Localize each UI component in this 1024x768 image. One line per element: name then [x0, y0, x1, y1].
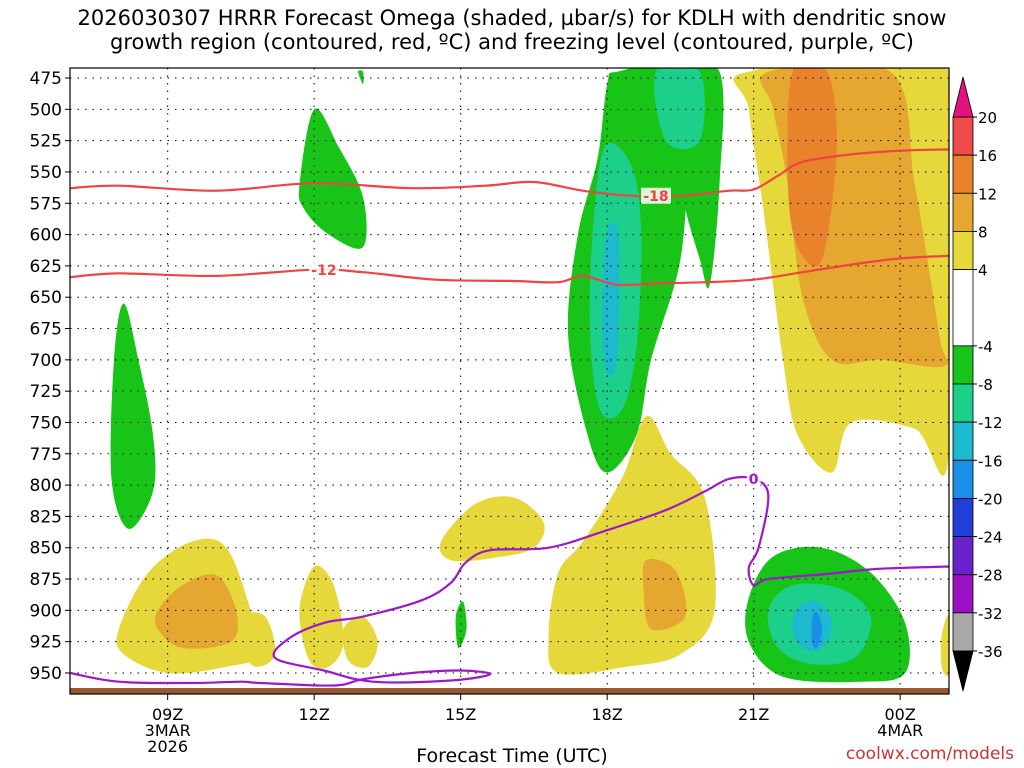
y-tick-label-950: 950: [30, 664, 62, 684]
colorbar-bin--8-to--4: [952, 345, 974, 385]
colorbar-bin--16-to--12: [952, 421, 974, 461]
contour-label-dgz-minus-18: -18: [643, 189, 668, 205]
omega-region-upward-15z-small: [455, 601, 467, 649]
y-tick-label-925: 925: [30, 633, 62, 653]
title-line-1: 2026030307 HRRR Forecast Omega (shaded, …: [77, 6, 947, 30]
colorbar-label-8: 8: [978, 223, 988, 241]
omega-region-upward-22z-low-peak: [811, 611, 822, 649]
colorbar-bin--20-to--16: [952, 459, 974, 499]
y-tick-label-650: 650: [30, 288, 62, 308]
omega-region-upward-12z: [298, 108, 367, 249]
chart-title: 2026030307 HRRR Forecast Omega (shaded, …: [0, 6, 1024, 54]
contour-label-bg-freezing-level-0: [746, 470, 761, 487]
colorbar-label--20: -20: [978, 490, 1003, 508]
y-tick-label-475: 475: [30, 69, 62, 89]
omega-region-sinking-12z-low: [299, 565, 344, 669]
y-tick-label-700: 700: [30, 351, 62, 371]
y-tick-label-550: 550: [30, 163, 62, 183]
x-tick-label-3MAR: 3MAR: [145, 721, 191, 740]
omega-region-upward-core-18z-top: [654, 68, 705, 150]
y-axis: 475 500 525 550 575 600 625 650 675 700 725 750 775 8…: [30, 69, 70, 684]
colorbar-label-20: 20: [978, 109, 997, 127]
y-tick-label-800: 800: [30, 476, 62, 496]
colorbar-bin--24-to--20: [952, 498, 974, 537]
colorbar-label--16: -16: [978, 452, 1003, 470]
colorbar-label--12: -12: [978, 414, 1003, 432]
contour-label-bg-dgz-minus-18: [641, 187, 671, 204]
y-tick-label-725: 725: [30, 382, 62, 402]
colorbar-bin-8-to-12: [952, 192, 974, 232]
contour-label-dgz-minus-12: -12: [311, 263, 336, 279]
colorbar-label--36: -36: [978, 643, 1003, 661]
colorbar-label-12: 12: [978, 185, 997, 203]
y-tick-label-850: 850: [30, 539, 62, 559]
x-tick-label-4MAR: 4MAR: [877, 721, 923, 740]
colorbar-label--8: -8: [978, 376, 993, 394]
x-tick-label-12Z: 12Z: [299, 705, 330, 724]
x-tick-label-2026: 2026: [147, 737, 188, 756]
colorbar: 20 16 12 8 4 -4 -8 -12 -16 -20 -24 -28 -32 -36: [952, 76, 1003, 692]
colorbar-label--24: -24: [978, 529, 1003, 547]
colorbar-bin-12-to-16: [952, 154, 974, 194]
omega-region-upward-08z: [110, 303, 156, 530]
contour-freezing-level-0: [70, 475, 949, 687]
x-tick-label-21Z: 21Z: [738, 705, 769, 724]
colorbar-label--28: -28: [978, 567, 1003, 585]
colorbar-label--4: -4: [978, 338, 993, 356]
omega-region-sinking-13z-low: [342, 616, 378, 668]
y-tick-label-750: 750: [30, 413, 62, 433]
colorbar-bin--36-to--32: [952, 612, 974, 652]
colorbar-bin--12-to--8: [952, 383, 974, 423]
omega-region-upward-13z-speck: [358, 70, 364, 85]
colorbar-bottom-arrow: [952, 650, 974, 692]
y-tick-label-825: 825: [30, 507, 62, 527]
omega-region-sinking-right-edge: [940, 615, 949, 677]
omega-region-sinking-19z-low-8: [642, 558, 687, 631]
y-tick-label-575: 575: [30, 194, 62, 214]
omega-region-sinking-upper-right-12: [787, 68, 837, 267]
colorbar-bin--4-to-4: [952, 269, 974, 347]
colorbar-label-4: 4: [978, 262, 988, 280]
x-tick-label-09Z: 09Z: [152, 705, 183, 724]
colorbar-bin-16-to-20: [952, 116, 974, 156]
x-tick-label-15Z: 15Z: [445, 705, 476, 724]
shaded-omega-layer: [110, 68, 949, 683]
y-tick-label-500: 500: [30, 100, 62, 120]
colorbar-label-16: 16: [978, 147, 997, 165]
omega-region-sinking-11z-right: [238, 612, 276, 667]
y-tick-label-900: 900: [30, 601, 62, 621]
colorbar-bin-4-to-8: [952, 231, 974, 270]
colorbar-top-arrow: [952, 76, 974, 118]
y-tick-label-775: 775: [30, 445, 62, 465]
contour-layer: -18 -12 0: [70, 148, 949, 687]
colorbar-bin--28-to--24: [952, 536, 974, 576]
omega-region-sinking-15z-mid: [439, 496, 545, 562]
omega-region-sinking-10z-8: [154, 574, 238, 649]
omega-region-sinking-19z-low: [548, 415, 716, 675]
y-tick-label-675: 675: [30, 320, 62, 340]
y-tick-label-625: 625: [30, 257, 62, 277]
contour-dgz-minus-12: [70, 254, 949, 287]
y-tick-label-875: 875: [30, 570, 62, 590]
source-credit: coolwx.com/models: [845, 744, 1014, 764]
x-axis-title: Forecast Time (UTC): [416, 745, 608, 767]
contour-label-freezing-level-0: 0: [749, 472, 759, 488]
y-tick-label-525: 525: [30, 132, 62, 152]
contour-dgz-minus-18: [70, 148, 949, 198]
y-tick-label-600: 600: [30, 226, 62, 246]
contour-label-bg-dgz-minus-12: [308, 262, 339, 279]
omega-region-upward-core-18z-center: [602, 222, 620, 376]
colorbar-label--32: -32: [978, 605, 1003, 623]
ground-surface-bar: [70, 688, 949, 694]
x-tick-label-18Z: 18Z: [592, 705, 623, 724]
title-line-2: growth region (contoured, red, ºC) and f…: [110, 30, 914, 54]
plot-frame: [69, 67, 950, 695]
x-tick-label-00Z: 00Z: [885, 705, 916, 724]
colorbar-bin--32-to--28: [952, 574, 974, 614]
